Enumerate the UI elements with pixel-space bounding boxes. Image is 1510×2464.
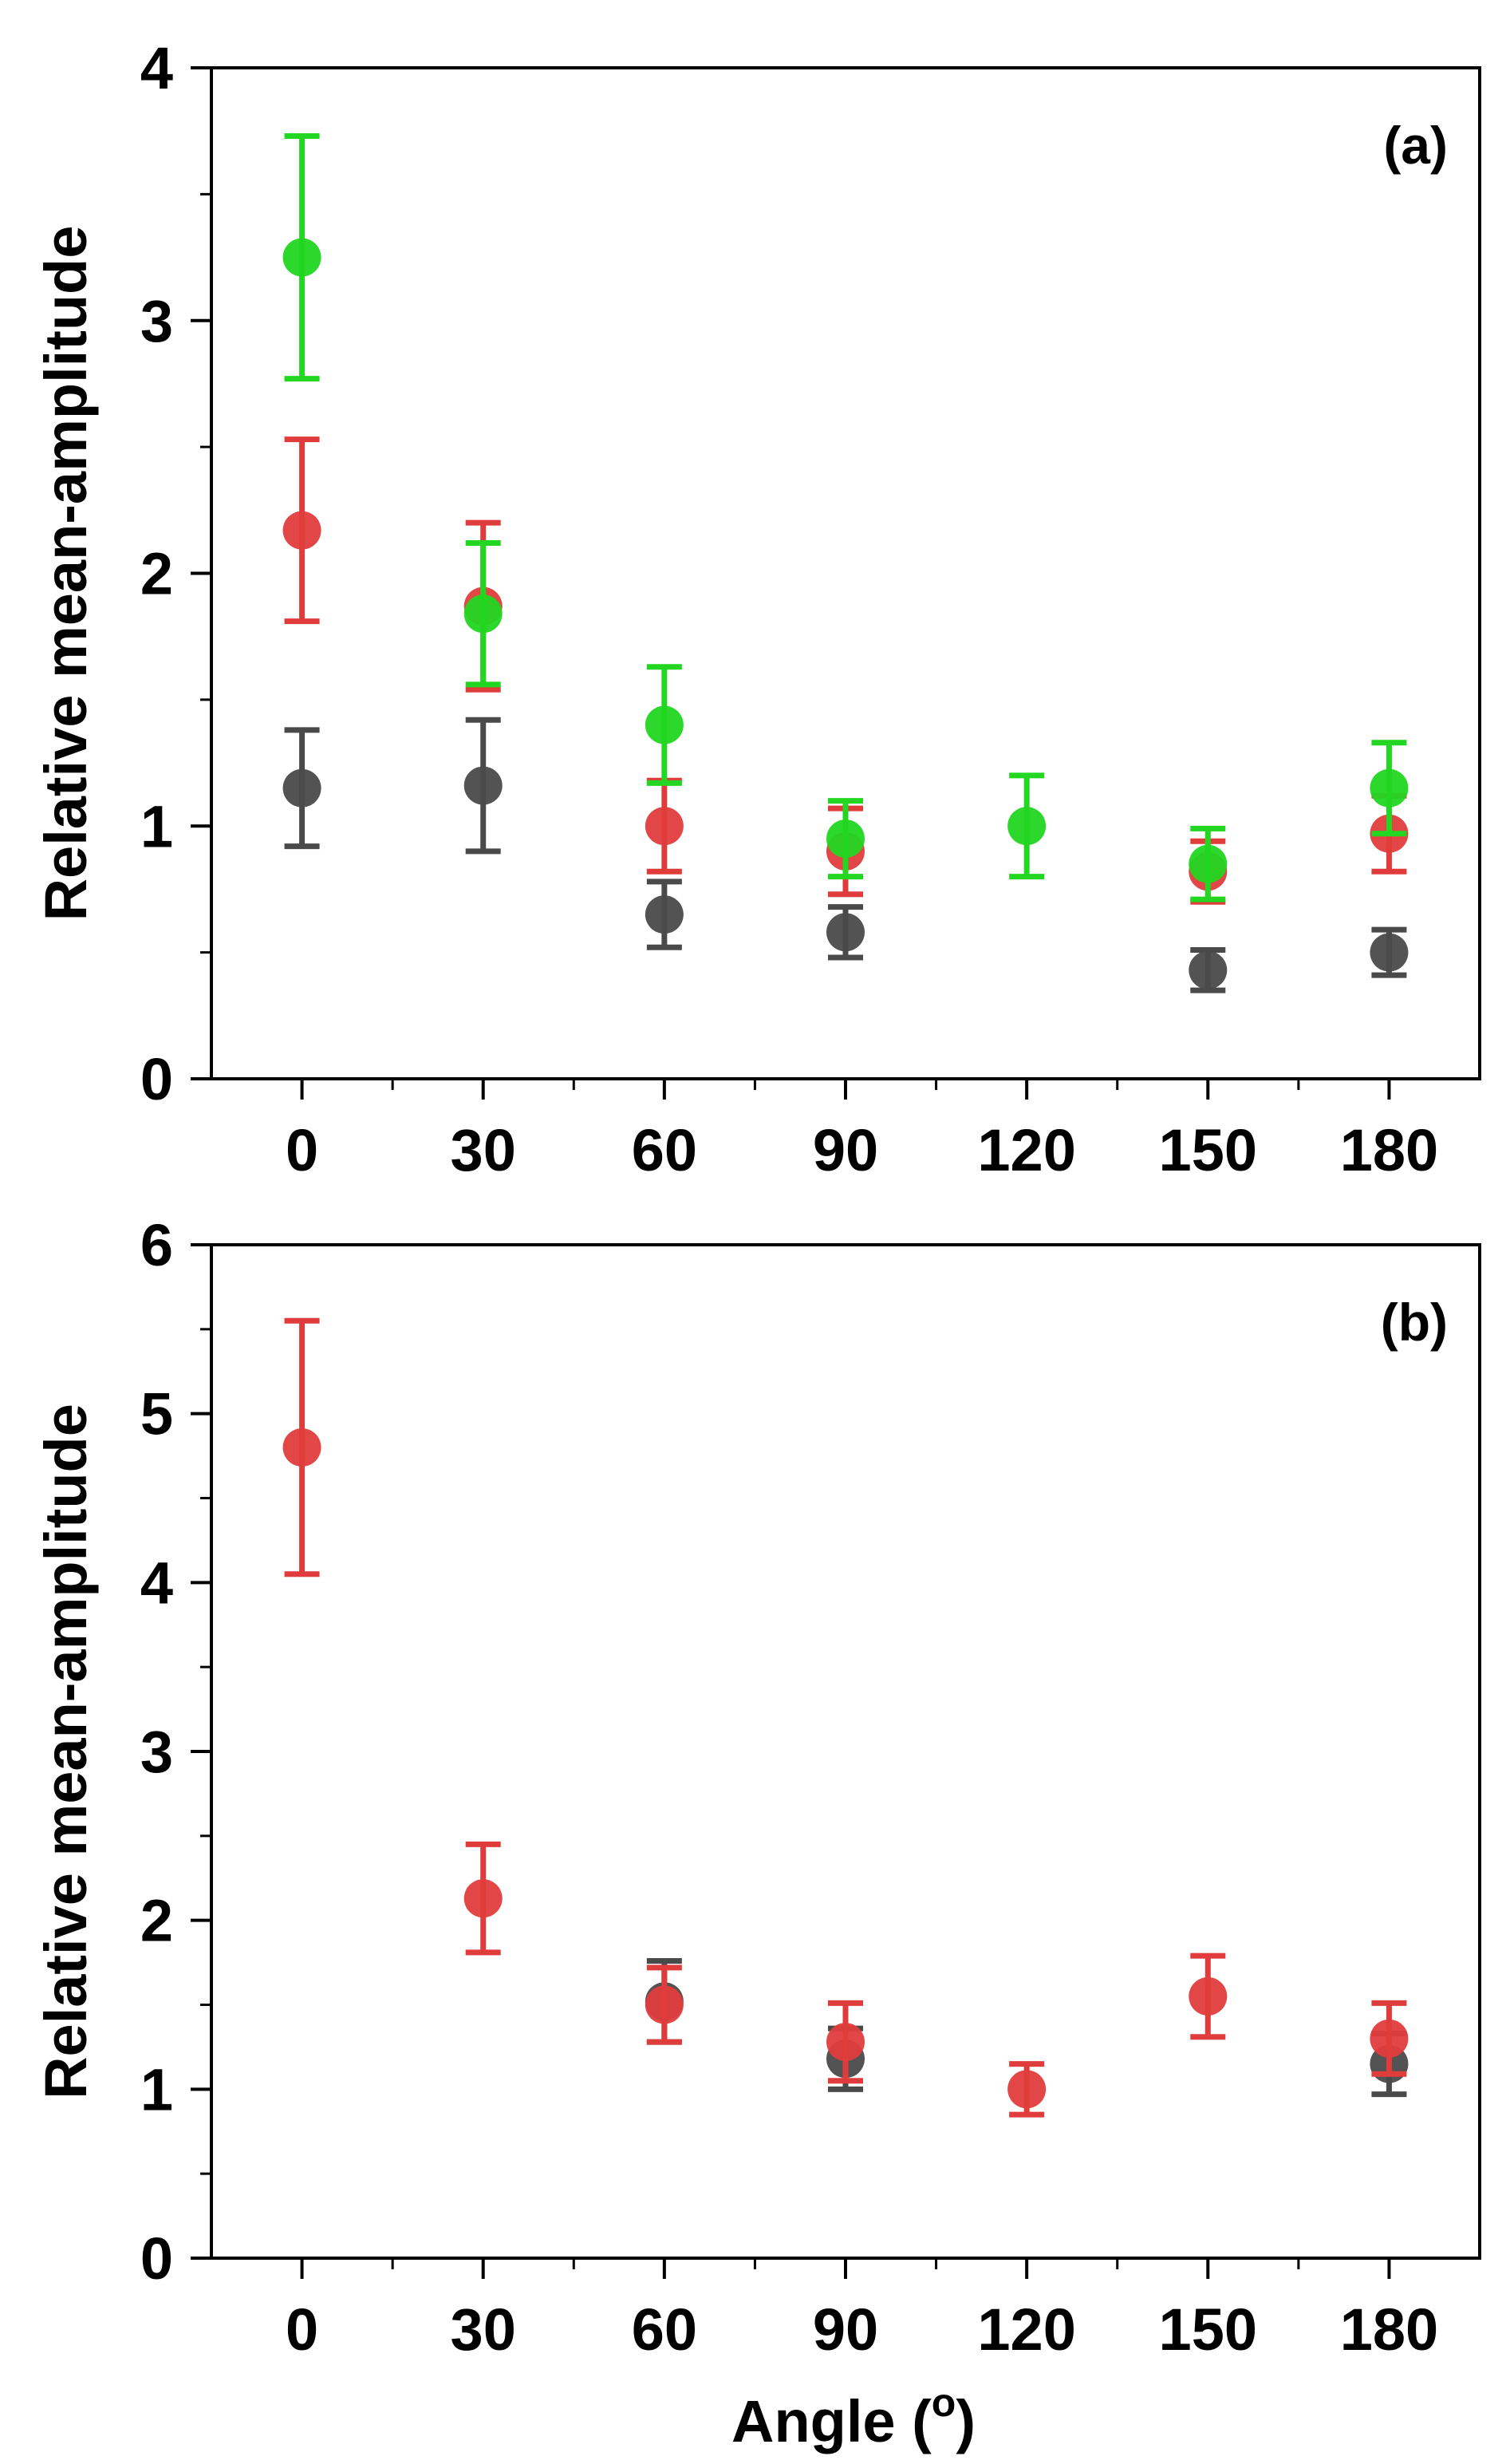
data-point	[1189, 1976, 1228, 2016]
x-tick-label: 150	[1159, 1117, 1257, 1183]
series-1	[282, 1317, 1409, 2118]
data-point	[1370, 2019, 1409, 2058]
y-tick-label: 1	[140, 793, 173, 859]
data-point	[282, 1428, 321, 1467]
panel-b: 0 30 60 90 120 150 180 0 1 2 3 4 5 6 Relative mean-amp…	[33, 1212, 1481, 2454]
data-point	[463, 594, 503, 634]
x-axis-title-close: )	[956, 2388, 976, 2454]
x-axis-title-main: Angle (	[731, 2388, 932, 2454]
y-tick-label: 1	[140, 2056, 173, 2122]
data-point	[826, 2023, 865, 2062]
x-axis-title: Angle (o)	[731, 2380, 976, 2454]
series-2	[282, 133, 1409, 902]
y-tick-label: 5	[140, 1381, 173, 1447]
data-point	[282, 511, 321, 550]
data-point	[1370, 768, 1409, 808]
x-tick-label: 180	[1340, 2296, 1438, 2363]
data-point	[645, 1985, 684, 2024]
data-point	[463, 766, 503, 805]
x-tick-label: 90	[813, 1117, 878, 1183]
data-point	[463, 1879, 503, 1918]
y-axis-title: Relative mean-amplitude	[33, 1404, 99, 2099]
data-point	[1007, 807, 1047, 846]
y-axis-title: Relative mean-amplitude	[33, 226, 99, 922]
y-tick-label: 0	[140, 2225, 173, 2292]
x-tick-label: 120	[977, 1117, 1075, 1183]
y-tick-label: 3	[140, 1719, 173, 1785]
data-point	[826, 913, 865, 952]
x-tick-label: 30	[451, 1117, 516, 1183]
x-tick-label: 0	[286, 2296, 318, 2363]
x-tick-label: 120	[977, 2296, 1075, 2363]
data-point	[1007, 2070, 1047, 2109]
data-point	[645, 895, 684, 934]
y-tick-label: 4	[140, 35, 173, 101]
x-tick-label: 60	[632, 1117, 697, 1183]
panel-a: 0 30 60 90 120 150 180 0 1 2 3 4 Relative mean-ampli…	[33, 35, 1481, 1183]
data-point	[282, 768, 321, 808]
x-tick-label: 60	[632, 2296, 697, 2363]
y-tick-label: 3	[140, 288, 173, 354]
series-0	[282, 717, 1409, 993]
data-point	[645, 705, 684, 744]
data-point	[645, 807, 684, 846]
x-tick-label: 90	[813, 2296, 878, 2363]
y-tick-label: 2	[140, 1888, 173, 1954]
data-point	[1189, 950, 1228, 989]
data-point	[1189, 844, 1228, 883]
x-tick-label: 30	[451, 2296, 516, 2363]
data-point	[826, 819, 865, 859]
panel-label: (b)	[1381, 1293, 1448, 1352]
y-tick-label: 0	[140, 1046, 173, 1112]
panel-label: (a)	[1383, 116, 1448, 175]
x-tick-label: 150	[1159, 2296, 1257, 2363]
x-tick-label: 180	[1340, 1117, 1438, 1183]
data-point	[1370, 933, 1409, 972]
data-point	[282, 238, 321, 277]
y-tick-label: 4	[140, 1550, 173, 1616]
x-axis-title-superscript: o	[932, 2380, 956, 2425]
y-tick-label: 6	[140, 1212, 173, 1278]
x-tick-label: 0	[286, 1117, 318, 1183]
y-tick-label: 2	[140, 541, 173, 607]
